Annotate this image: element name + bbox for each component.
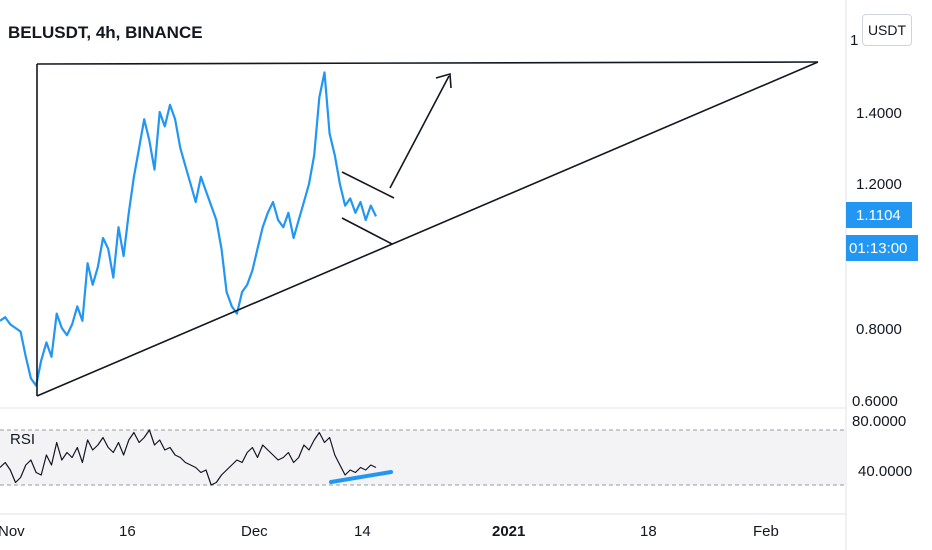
time-tick-16: 16 [119,523,136,540]
rsi-tick-80: 80.0000 [852,413,906,430]
price-axis: 1 1.4000 1.2000 0.8000 0.6000 [850,32,902,410]
price-tick-1-2000: 1.2000 [856,176,902,193]
ascending-triangle-drawing [36,61,819,397]
flag-channel-drawing [341,171,395,245]
triangle-support-line [36,61,819,397]
rsi-series-line [0,429,377,486]
price-tick-0-6000: 0.6000 [852,393,898,410]
price-tick-1-4000: 1.4000 [856,105,902,122]
price-series-line [0,71,377,387]
time-tick-dec: Dec [241,523,268,540]
countdown-tag [846,235,918,261]
time-axis: Nov 16 Dec 14 2021 18 Feb [0,523,779,540]
time-tick-18: 18 [640,523,657,540]
last-price-tag [846,202,912,228]
rsi-band [0,430,846,485]
last-price-text: 1.1104 [856,207,901,224]
time-tick-14: 14 [354,523,371,540]
countdown-text: 01:13:00 [849,240,907,257]
arrow-head [435,72,452,89]
time-tick-2021: 2021 [492,523,525,540]
rsi-divergence-line [329,470,393,484]
flag-lower-line [341,217,393,245]
price-tick-0-8000: 0.8000 [856,321,902,338]
arrow-shaft [389,75,450,189]
rsi-tick-40: 40.0000 [858,463,912,480]
rsi-label: RSI [10,431,35,448]
currency-button[interactable]: USDT [862,14,912,46]
flag-upper-line [341,171,395,199]
breakout-arrow [389,72,452,189]
price-tick-partial: 1 [850,32,858,49]
time-tick-nov: Nov [0,523,25,540]
time-tick-feb: Feb [753,523,779,540]
chart-title: BELUSDT, 4h, BINANCE [8,23,203,42]
triangle-top-line [36,61,819,65]
